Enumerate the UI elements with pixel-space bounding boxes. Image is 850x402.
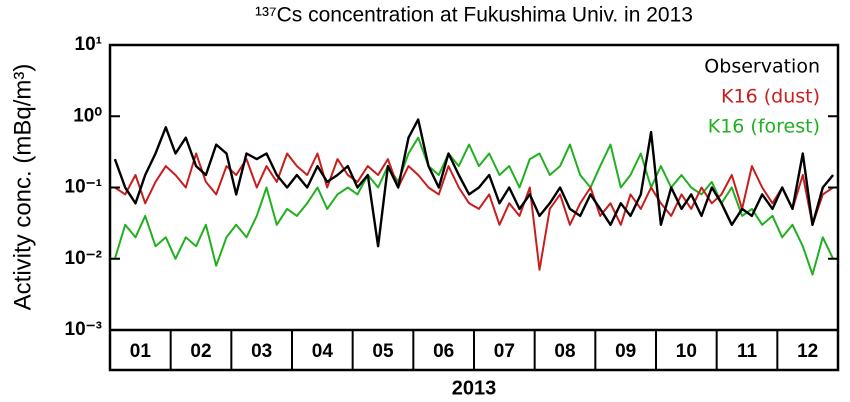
y-tick-label: 10⁻²: [65, 248, 103, 269]
y-axis-label: Activity conc. (mBq/m³): [9, 64, 36, 311]
x-tick-label: 07: [494, 341, 515, 362]
x-tick-label: 03: [251, 341, 272, 362]
legend-label: K16 (dust): [721, 86, 820, 108]
chart-title: ¹³⁷Cs concentration at Fukushima Univ. i…: [255, 4, 693, 27]
x-tick-label: 04: [312, 341, 334, 362]
x-tick-label: 01: [130, 341, 152, 362]
x-tick-label: 12: [797, 341, 818, 362]
series-line: [114, 152, 834, 271]
x-tick-label: 08: [554, 341, 575, 362]
x-axis-label: 2013: [452, 377, 497, 399]
y-tick-label: 10⁰: [73, 105, 102, 126]
series-line: [113, 118, 835, 248]
x-tick-label: 05: [372, 341, 394, 362]
legend-label: K16 (forest): [708, 116, 820, 138]
x-tick-label: 02: [190, 341, 211, 362]
x-tick-label: 11: [737, 341, 758, 362]
x-tick-label: 10: [676, 341, 697, 362]
y-tick-label: 10¹: [75, 34, 102, 55]
legend-label: Observation: [704, 56, 820, 78]
x-tick-label: 09: [615, 341, 636, 362]
y-tick-label: 10⁻¹: [65, 177, 103, 198]
x-tick-label: 06: [433, 341, 454, 362]
y-tick-label: 10⁻³: [65, 319, 103, 340]
series-line: [113, 136, 835, 276]
